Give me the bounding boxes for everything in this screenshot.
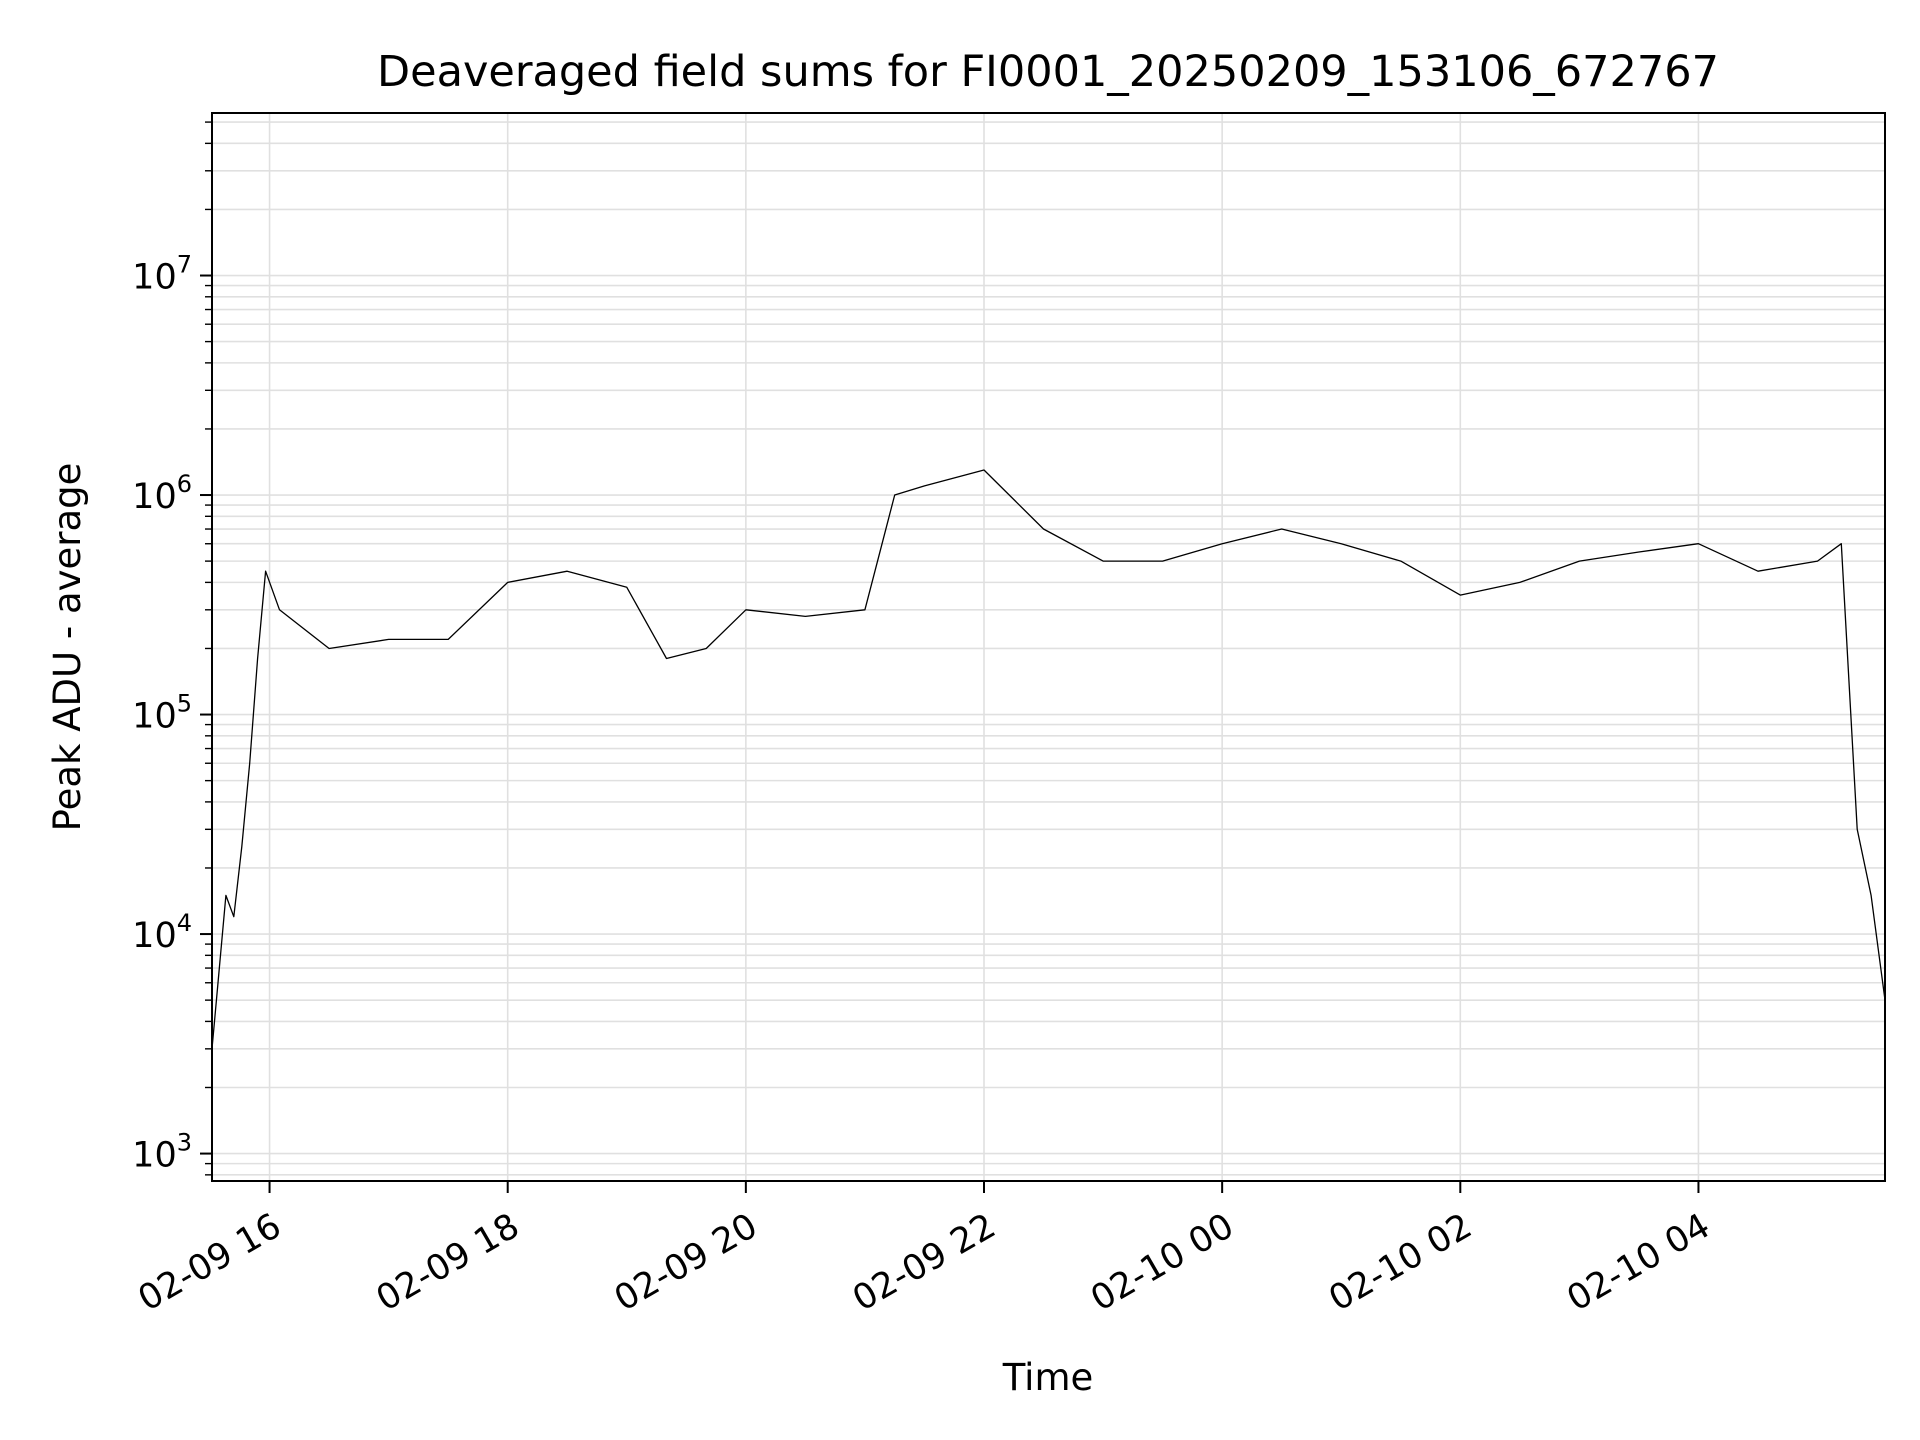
data-layer [211, 469, 1886, 1049]
y-tick-label: 104 [132, 909, 192, 956]
grid [212, 113, 1885, 1181]
series-line [211, 469, 1886, 1049]
x-axis-label: Time [1002, 1356, 1094, 1399]
plot-frame [211, 112, 1886, 1182]
y-tick-label: 105 [132, 690, 192, 737]
y-tick-label: 107 [132, 251, 192, 298]
chart-title: Deaveraged field sums for FI0001_2025020… [377, 47, 1719, 97]
y-axis: 103 104 105 106 107 [132, 121, 212, 1176]
y-tick-label: 103 [132, 1129, 192, 1176]
y-tick-label: 106 [132, 470, 192, 517]
y-axis-label: Peak ADU - average [46, 463, 89, 832]
